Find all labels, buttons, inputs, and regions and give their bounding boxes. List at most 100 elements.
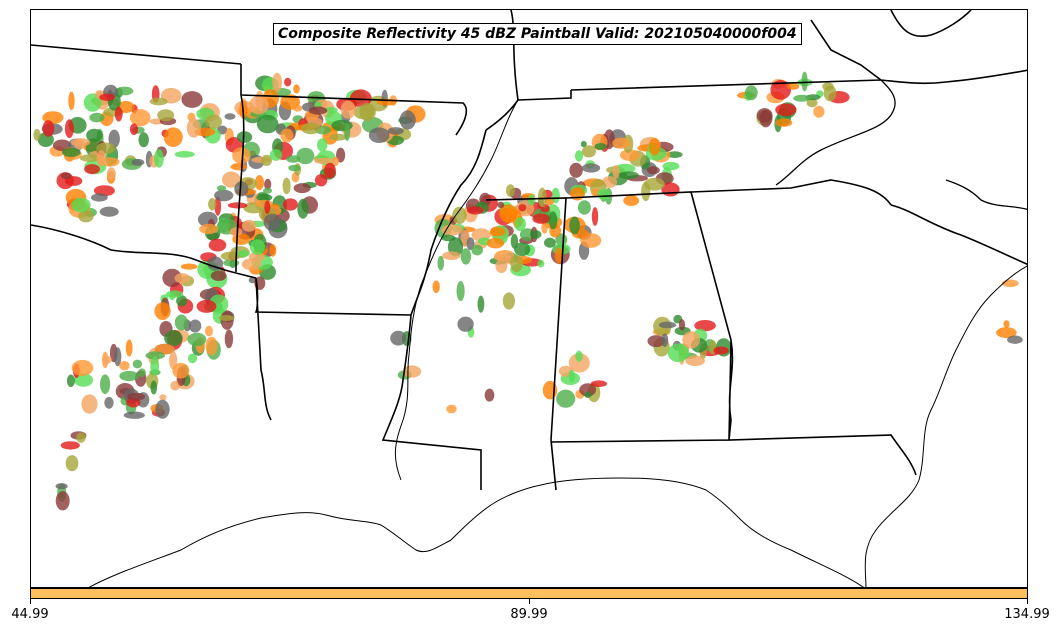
paintball-blob bbox=[1001, 279, 1019, 288]
paintball-blob bbox=[263, 213, 282, 231]
paintball-blob bbox=[477, 295, 485, 313]
paintball-blob bbox=[150, 380, 158, 395]
paintball-blob bbox=[174, 273, 191, 284]
paintball-blob bbox=[460, 248, 472, 265]
color-bar bbox=[30, 588, 1028, 599]
paintball-blob bbox=[199, 223, 219, 235]
paintball-blob bbox=[286, 155, 301, 163]
paintball-blob bbox=[467, 206, 484, 215]
paintball-blob bbox=[149, 118, 164, 125]
paintball-blob bbox=[787, 82, 800, 90]
colorbar-tick-left bbox=[30, 599, 31, 604]
paintball-blob bbox=[208, 198, 217, 211]
paintball-blob bbox=[91, 193, 108, 202]
paintball-blob bbox=[581, 163, 601, 173]
paintball-blob bbox=[340, 100, 356, 119]
paintball-blob bbox=[685, 355, 705, 367]
paintball-blob bbox=[65, 455, 79, 472]
paintball-blob bbox=[646, 166, 660, 175]
paintball-blob bbox=[548, 211, 558, 230]
paintball-blob bbox=[159, 394, 167, 401]
paintball-blob bbox=[181, 91, 203, 108]
paintball-blob bbox=[554, 247, 564, 264]
paintball-blob bbox=[678, 319, 686, 331]
paintball-blob bbox=[187, 332, 207, 346]
map-canvas bbox=[31, 10, 1027, 587]
paintball-blob bbox=[288, 164, 301, 172]
paintball-blob bbox=[666, 151, 683, 159]
paintball-blob bbox=[644, 177, 665, 191]
paintball-blob bbox=[556, 389, 576, 408]
paintball-blob bbox=[569, 216, 580, 235]
paintball-blob bbox=[775, 103, 797, 117]
paintball-blob bbox=[368, 127, 390, 143]
map-title: Composite Reflectivity 45 dBZ Paintball … bbox=[273, 23, 802, 45]
paintball-blob bbox=[441, 234, 456, 242]
paintball-blob bbox=[349, 89, 372, 108]
paintball-blob bbox=[42, 120, 55, 137]
colorbar-tick-right bbox=[1027, 599, 1028, 604]
paintball-blob bbox=[324, 107, 338, 114]
paintball-blob bbox=[254, 175, 265, 191]
paintball-blob bbox=[801, 71, 808, 92]
paintball-blob bbox=[138, 368, 146, 378]
paintball-blob bbox=[658, 321, 677, 329]
paintball-blob bbox=[196, 299, 217, 313]
paintball-blob bbox=[264, 178, 272, 190]
paintball-blob bbox=[272, 72, 282, 93]
paintball-blob bbox=[569, 162, 583, 178]
paintball-blob bbox=[157, 109, 175, 122]
paintball-blob bbox=[114, 106, 123, 122]
paintball-blob bbox=[284, 77, 292, 87]
paintball-blob bbox=[314, 174, 328, 187]
paintball-blob bbox=[114, 86, 134, 96]
paintball-blob bbox=[514, 242, 531, 257]
paintball-blob bbox=[163, 127, 183, 147]
paintball-blob bbox=[145, 351, 165, 360]
paintball-blob bbox=[164, 330, 183, 347]
paintball-blob bbox=[296, 147, 315, 165]
paintball-blob bbox=[131, 158, 145, 166]
paintball-blob bbox=[324, 162, 336, 179]
paintball-blob bbox=[205, 325, 213, 337]
paintball-blob bbox=[813, 105, 825, 118]
paintball-blob bbox=[229, 227, 243, 237]
paintball-blob bbox=[648, 138, 661, 156]
paintball-blob bbox=[55, 491, 70, 511]
paintball-blob bbox=[486, 238, 505, 249]
paintball-blob bbox=[471, 244, 483, 256]
paintball-blob bbox=[612, 137, 631, 149]
paintball-blob bbox=[106, 167, 116, 181]
paintball-blob bbox=[661, 333, 669, 348]
paintball-blob bbox=[314, 101, 322, 109]
paintball-blob bbox=[694, 320, 716, 332]
mississippi-river bbox=[394, 99, 519, 481]
paintball-blob bbox=[205, 336, 218, 356]
paintball-blob bbox=[205, 114, 222, 129]
paintball-blob bbox=[387, 127, 404, 135]
paintball-blob bbox=[78, 210, 94, 223]
paintball-blob bbox=[1003, 320, 1010, 328]
paintball-blob bbox=[123, 411, 145, 419]
paintball-blob bbox=[314, 157, 335, 164]
paintball-blob bbox=[71, 197, 91, 213]
paintball-blob bbox=[187, 353, 198, 364]
paintball-blob bbox=[530, 230, 542, 239]
paintball-blob bbox=[186, 118, 201, 138]
paintball-blob bbox=[60, 441, 80, 450]
paintball-blob bbox=[282, 198, 298, 211]
paintball-blob bbox=[575, 350, 583, 362]
paintball-blob bbox=[269, 149, 283, 161]
paintball-blob bbox=[518, 204, 527, 212]
paintball-blob bbox=[174, 314, 188, 331]
paintball-blob bbox=[292, 104, 303, 112]
paintball-blob bbox=[581, 145, 597, 158]
paintball-blob bbox=[71, 359, 94, 376]
paintball-blob bbox=[227, 202, 248, 209]
paintball-blob bbox=[237, 250, 250, 257]
paintball-blob bbox=[33, 128, 41, 141]
paintball-blob bbox=[162, 268, 182, 288]
paintball-blob bbox=[60, 172, 72, 180]
paintball-blob bbox=[280, 128, 294, 143]
paintball-blob bbox=[64, 119, 74, 138]
